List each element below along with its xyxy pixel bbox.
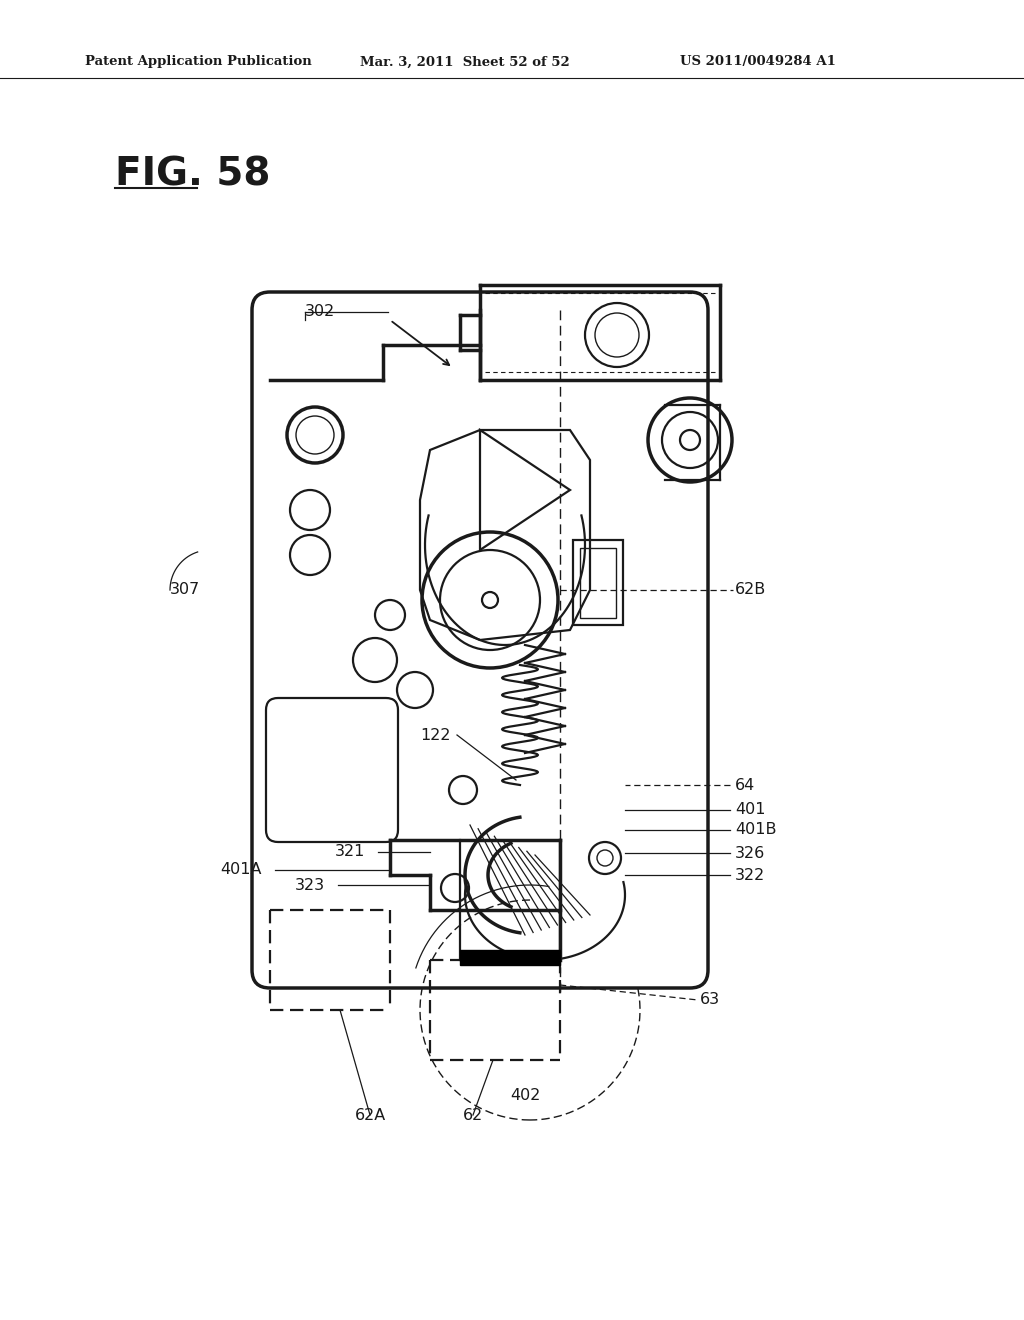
Text: 401A: 401A (220, 862, 261, 878)
Text: 321: 321 (335, 845, 366, 859)
Text: 326: 326 (735, 846, 765, 861)
Text: FIG. 58: FIG. 58 (115, 156, 270, 194)
Text: 401: 401 (735, 803, 766, 817)
Text: 62A: 62A (354, 1107, 386, 1122)
Text: US 2011/0049284 A1: US 2011/0049284 A1 (680, 55, 836, 69)
FancyBboxPatch shape (252, 292, 708, 987)
Text: 323: 323 (295, 878, 326, 892)
Text: 402: 402 (510, 1088, 541, 1102)
Text: 307: 307 (170, 582, 201, 598)
Circle shape (482, 591, 498, 609)
Text: 122: 122 (420, 727, 451, 742)
Text: Patent Application Publication: Patent Application Publication (85, 55, 311, 69)
Text: 63: 63 (700, 993, 720, 1007)
FancyBboxPatch shape (266, 698, 398, 842)
Text: 62: 62 (463, 1107, 483, 1122)
Text: Mar. 3, 2011  Sheet 52 of 52: Mar. 3, 2011 Sheet 52 of 52 (360, 55, 569, 69)
Text: 64: 64 (735, 777, 756, 792)
Bar (580, 548, 616, 618)
Text: 322: 322 (735, 867, 765, 883)
Text: 302: 302 (305, 305, 335, 319)
Bar (573, 540, 623, 624)
Text: 62B: 62B (735, 582, 766, 598)
Polygon shape (460, 950, 560, 965)
Text: 401B: 401B (735, 822, 776, 837)
